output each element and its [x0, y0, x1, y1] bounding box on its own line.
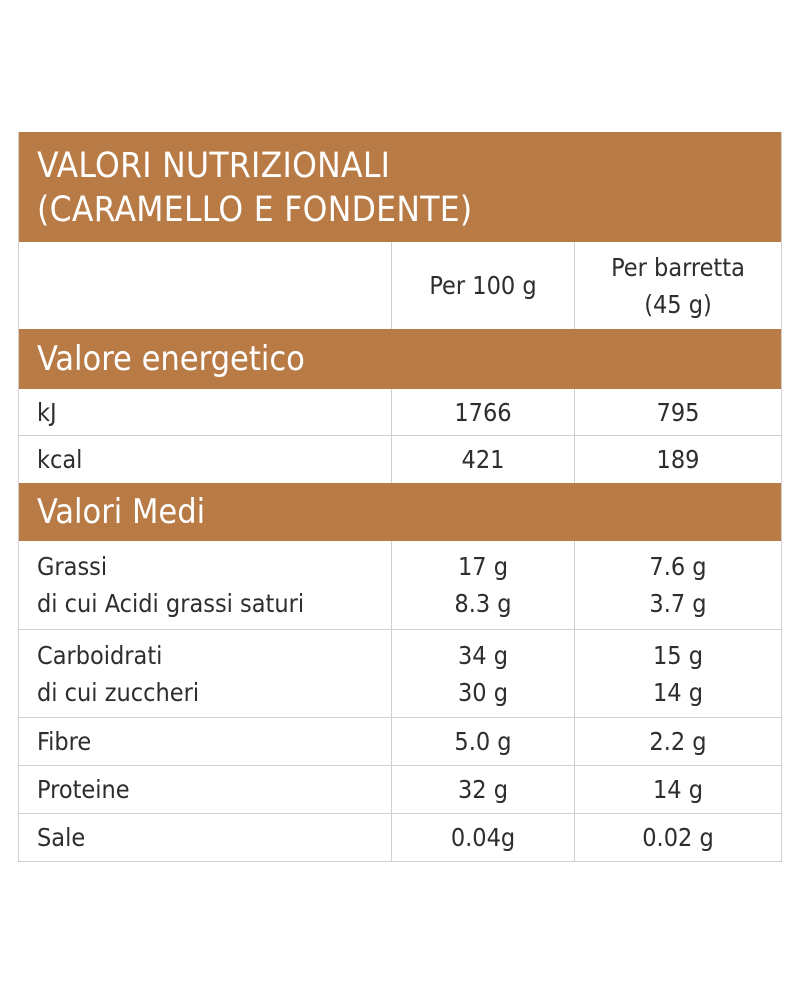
- table-title: VALORI NUTRIZIONALI (CARAMELLO E FONDENT…: [19, 132, 781, 242]
- table-row: kJ 1766 795: [19, 389, 781, 435]
- row-value-per-100g: 0.04g: [391, 814, 574, 861]
- row-value-per-100g: 34 g 30 g: [391, 630, 574, 717]
- row-value-per-bar: 15 g 14 g: [574, 630, 781, 717]
- row-label: Sale: [37, 823, 86, 852]
- header-per-100g: Per 100 g: [391, 242, 574, 329]
- nutrition-table: VALORI NUTRIZIONALI (CARAMELLO E FONDENT…: [18, 132, 782, 862]
- row-value-per-100g: 421: [391, 436, 574, 483]
- table-row: Grassi di cui Acidi grassi saturi 17 g 8…: [19, 541, 781, 629]
- row-label: kJ: [37, 397, 57, 427]
- row-value-per-bar: 7.6 g 3.7 g: [574, 541, 781, 629]
- row-value-per-bar: 189: [574, 436, 781, 483]
- row-label: Fibre: [37, 727, 92, 756]
- row-label: kcal: [37, 445, 83, 474]
- header-per-bar: Per barretta (45 g): [574, 242, 781, 329]
- table-row: Proteine 32 g 14 g: [19, 765, 781, 813]
- row-value-per-bar: 795: [574, 389, 781, 435]
- title-line-1: VALORI NUTRIZIONALI: [37, 146, 391, 186]
- table-row: kcal 421 189: [19, 435, 781, 483]
- table-row: Carboidrati di cui zuccheri 34 g 30 g 15…: [19, 629, 781, 717]
- row-label: Proteine: [37, 775, 130, 804]
- column-header-row: Per 100 g Per barretta (45 g): [19, 242, 781, 329]
- row-value-per-100g: 32 g: [391, 766, 574, 813]
- row-value-per-100g: 17 g 8.3 g: [391, 541, 574, 629]
- title-line-2: (CARAMELLO E FONDENTE): [37, 190, 473, 230]
- row-value-per-100g: 1766: [391, 389, 574, 435]
- row-label: Carboidrati di cui zuccheri: [37, 640, 200, 707]
- header-empty-cell: [19, 242, 391, 329]
- row-value-per-bar: 2.2 g: [574, 718, 781, 765]
- row-label: Grassi di cui Acidi grassi saturi: [37, 552, 305, 618]
- row-value-per-bar: 0.02 g: [574, 814, 781, 861]
- row-value-per-100g: 5.0 g: [391, 718, 574, 765]
- table-row: Fibre 5.0 g 2.2 g: [19, 717, 781, 765]
- row-value-per-bar: 14 g: [574, 766, 781, 813]
- table-row: Sale 0.04g 0.02 g: [19, 813, 781, 861]
- section-averages-heading: Valori Medi: [19, 483, 781, 541]
- section-energy-heading: Valore energetico: [19, 329, 781, 389]
